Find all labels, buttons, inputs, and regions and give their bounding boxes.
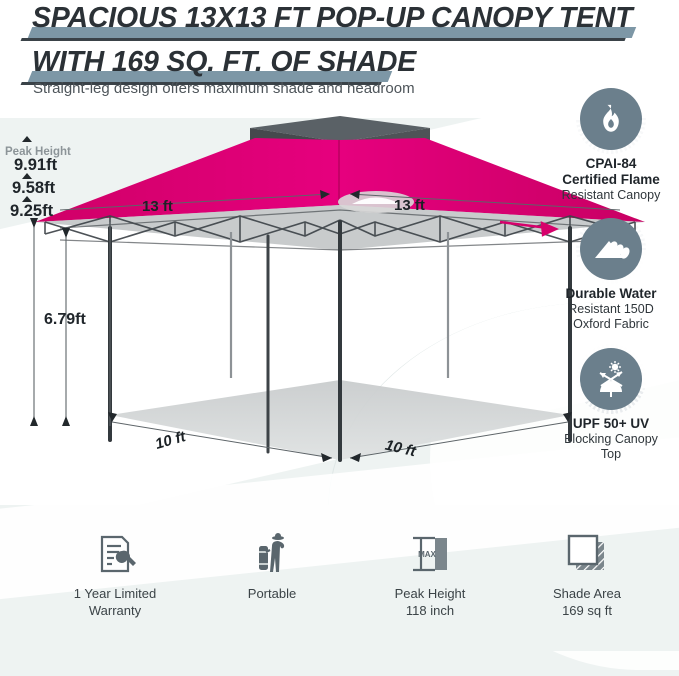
peak-marker-3 — [22, 196, 32, 202]
bottom-feature-portable: Portable — [197, 528, 347, 603]
peak-value-2: 9.58ft — [12, 179, 56, 197]
pink-pointer-arrow — [499, 220, 559, 237]
title-line-2-row: WITH 169 SQ. FT. OF SHADE — [18, 46, 664, 82]
feature-uv-blocking: UPF 50+ UV Blocking Canopy Top — [546, 344, 676, 462]
feature-sub-3: Blocking Canopy Top — [564, 431, 658, 461]
title-line-1: SPACIOUS 13X13 FT POP-UP CANOPY TENT — [32, 2, 633, 34]
canopy-width-left-label: 13 ft — [142, 198, 173, 215]
feature-title-3a: UPF 50+ UV — [572, 416, 650, 431]
feature-water-resistant: Durable Water Resistant 150D Oxford Fabr… — [546, 214, 676, 332]
dimension-10ft-lines — [111, 421, 569, 459]
subtitle: Straight-leg design offers maximum shade… — [33, 80, 415, 97]
feature-title-1b: Certified Flame — [562, 171, 660, 187]
flame-icon — [576, 84, 646, 154]
feature-flame-resistant: CPAI-84 Certified Flame Resistant Canopy — [546, 84, 676, 203]
warranty-document-wrench-icon — [40, 528, 190, 580]
bottom-feature-peak-height: MAX Peak Height 118 inch — [355, 528, 505, 620]
dimension-10ft-arrowheads — [108, 412, 572, 462]
dimension-13ft-lines — [59, 193, 621, 211]
bottom-feature-shade-area: Shade Area 169 sq ft — [512, 528, 662, 620]
portable-person-bag-icon — [197, 528, 347, 580]
canopy-panel-left — [35, 138, 340, 222]
peak-height-max-icon: MAX — [355, 528, 505, 580]
feature-sub-1: Resistant Canopy — [561, 187, 661, 202]
svg-text:MAX: MAX — [418, 550, 436, 559]
dimension-arrowheads-vertical — [30, 218, 70, 426]
dimension-13ft-arrowheads — [320, 190, 360, 199]
bottom-feature-label-portable: Portable — [247, 586, 297, 601]
title-line-2: WITH 169 SQ. FT. OF SHADE — [32, 46, 417, 78]
bottom-feature-label-warranty: 1 Year Limited Warranty — [73, 586, 157, 618]
peak-height-label: Peak Height — [5, 146, 71, 158]
shade-area-squares-icon — [512, 528, 662, 580]
canopy-vent-top — [250, 116, 430, 142]
bottom-feature-label-peak-height: Peak Height 118 inch — [394, 586, 466, 618]
bottom-feature-warranty: 1 Year Limited Warranty — [40, 528, 190, 620]
feature-sub-2: Resistant 150D Oxford Fabric — [568, 301, 654, 331]
feature-title-2a: Durable Water — [565, 286, 657, 301]
dimension-lines-vertical — [33, 222, 111, 426]
canopy-width-right-label: 13 ft — [394, 197, 425, 214]
clearance-height-value: 6.79ft — [44, 311, 86, 328]
canopy-panel-right — [340, 138, 645, 222]
peak-marker-1 — [22, 136, 32, 142]
peak-value-1: 9.91ft — [14, 156, 58, 174]
uv-sun-canopy-icon — [576, 344, 646, 414]
canopy-tent-illustration — [30, 116, 645, 462]
tent-legs-far — [229, 232, 450, 378]
bottom-feature-label-shade-area: Shade Area 169 sq ft — [553, 586, 621, 618]
title-line-1-row: SPACIOUS 13X13 FT POP-UP CANOPY TENT — [18, 2, 664, 38]
feature-title-1a: CPAI-84 — [585, 156, 637, 171]
water-droplet-fabric-icon — [576, 214, 646, 284]
peak-value-3: 9.25ft — [10, 202, 54, 220]
title-block: SPACIOUS 13X13 FT POP-UP CANOPY TENT WIT… — [18, 2, 664, 82]
peak-marker-2 — [22, 173, 32, 179]
